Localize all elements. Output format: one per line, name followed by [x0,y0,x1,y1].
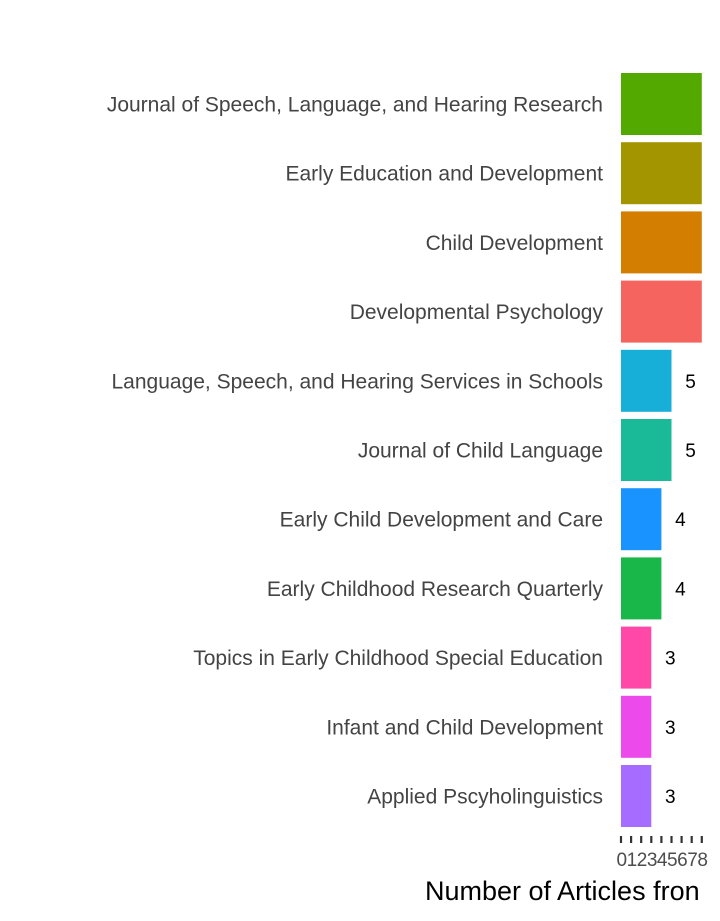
category-label: Early Education and Development [285,163,603,186]
x-tick-label: 6 [677,850,687,871]
bar [621,765,652,827]
bar [621,557,662,620]
category-label: Journal of Speech, Language, and Hearing… [107,94,603,117]
x-axis-ticks [619,836,703,843]
category-label: Applied Pscyholinguistics [367,786,603,809]
category-label: Early Child Development and Care [280,509,603,532]
bar [621,695,652,758]
category-label: Language, Speech, and Hearing Services i… [112,370,604,393]
category-label: Developmental Psychology [350,301,604,324]
x-tick-label: 7 [687,850,697,871]
value-label: 5 [685,372,696,393]
bar [621,349,672,412]
category-label: Journal of Child Language [358,440,603,463]
x-tick-label: 8 [697,850,707,871]
x-axis-title: Number of Articles fron [425,876,700,906]
bar [621,280,702,343]
value-label: 3 [665,718,676,739]
bar [621,73,702,135]
value-labels-group: 5 5 4 4 3 3 3 [665,372,696,808]
x-tick-label: 5 [667,850,677,871]
x-tick-label: 1 [627,850,637,871]
bar [621,419,672,481]
bar [621,142,702,205]
x-tick-label: 2 [637,850,647,871]
bar [621,211,702,274]
value-label: 4 [675,510,686,531]
bar [621,626,652,689]
value-label: 4 [675,579,686,600]
value-label: 3 [665,649,676,670]
category-label: Child Development [426,232,604,255]
x-tick-label: 3 [647,850,657,871]
bars-group [621,73,702,827]
bar [621,488,662,551]
category-label: Early Childhood Research Quarterly [267,578,604,601]
category-labels-group: Journal of Speech, Language, and Hearing… [107,94,604,809]
value-label: 3 [665,787,676,808]
value-label: 5 [685,441,696,462]
category-label: Topics in Early Childhood Special Educat… [193,647,603,670]
x-tick-label: 0 [617,850,627,871]
category-label: Infant and Child Development [326,716,603,739]
